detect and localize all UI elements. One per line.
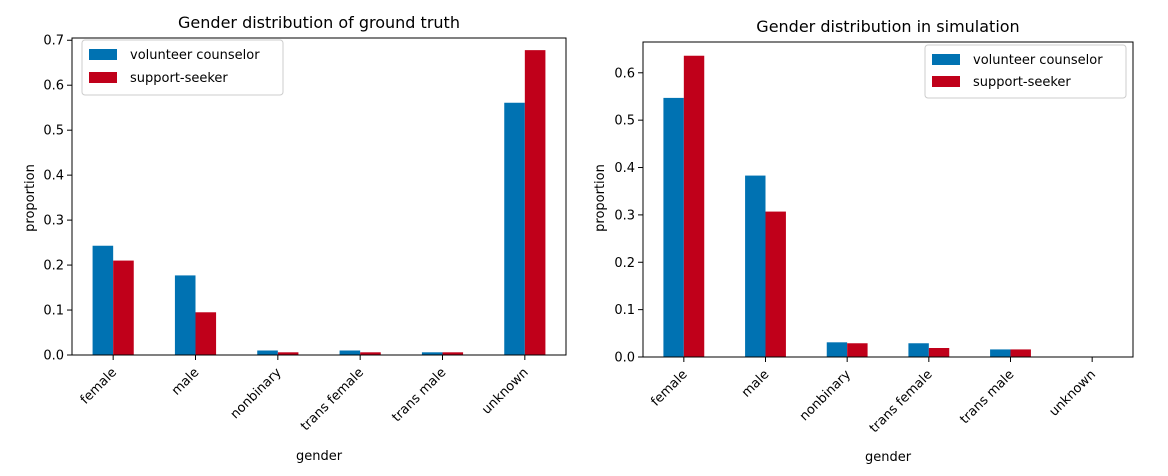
y-tick-label: 0.0 xyxy=(614,351,635,366)
x-ticks: female male nonbinary trans female trans mal… xyxy=(648,357,1099,436)
bars xyxy=(92,50,546,356)
y-tick-label: 0.5 xyxy=(614,114,635,129)
bar-seeker-unknown xyxy=(524,50,546,355)
legend-box xyxy=(81,39,284,96)
bar-seeker-female xyxy=(683,55,705,357)
y-ticks: 0.0 0.1 0.2 0.3 0.4 0.5 0.6 xyxy=(614,66,643,366)
legend-label-seeker: support-seeker xyxy=(973,75,1071,90)
bar-volunteer-unknown xyxy=(504,102,525,356)
legend-label-volunteer: volunteer counselor xyxy=(973,53,1103,68)
legend-swatch-volunteer xyxy=(932,54,960,65)
bar-volunteer-trans-male xyxy=(990,349,1011,357)
y-axis-label: proportion xyxy=(593,164,608,232)
legend-label-volunteer: volunteer counselor xyxy=(130,48,260,63)
bar-volunteer-nonbinary xyxy=(257,350,278,355)
x-tick-label: unknown xyxy=(1047,367,1099,419)
y-tick-label: 0.0 xyxy=(43,349,64,364)
y-tick-label: 0.3 xyxy=(43,214,64,229)
y-tick-label: 0.1 xyxy=(43,304,64,319)
legend-box xyxy=(924,44,1127,99)
y-tick-label: 0.2 xyxy=(614,256,635,271)
x-tick-label: trans female xyxy=(867,367,936,436)
x-tick-label: female xyxy=(648,367,690,409)
bar-volunteer-male xyxy=(745,175,766,357)
x-tick-label: trans female xyxy=(298,365,367,434)
bar-volunteer-trans-male xyxy=(421,352,443,355)
x-tick-label: male xyxy=(169,365,202,398)
chart-ground-truth: Gender distribution of ground truth 0.00… xyxy=(23,13,567,464)
bar-seeker-male xyxy=(195,312,217,355)
bar-seeker-nonbinary xyxy=(847,343,868,357)
y-tick-label: 0.3 xyxy=(614,208,635,223)
bar-seeker-trans-female xyxy=(360,352,381,355)
x-tick-label: unknown xyxy=(479,365,531,417)
bar-seeker-trans-male xyxy=(442,352,464,355)
legend: volunteer counselor support-seeker xyxy=(924,44,1127,99)
bar-volunteer-trans-female xyxy=(908,343,929,357)
bar-seeker-nonbinary xyxy=(277,352,299,355)
y-tick-label: 0.5 xyxy=(43,124,64,139)
bar-volunteer-trans-female xyxy=(339,350,361,355)
y-ticks: 0.0 0.1 0.2 0.3 0.4 0.5 0.6 0.7 xyxy=(43,34,72,364)
x-axis-label: gender xyxy=(296,449,343,464)
y-tick-label: 0.1 xyxy=(614,303,635,318)
x-tick-label: female xyxy=(78,365,120,407)
x-tick-label: nonbinary xyxy=(228,365,285,422)
y-tick-label: 0.2 xyxy=(43,259,64,274)
y-tick-label: 0.6 xyxy=(43,79,64,94)
legend-swatch-seeker xyxy=(932,76,960,87)
y-tick-label: 0.6 xyxy=(614,66,635,81)
legend-swatch-seeker xyxy=(89,72,117,83)
y-axis-label: proportion xyxy=(23,164,38,232)
chart-title: Gender distribution in simulation xyxy=(756,17,1019,36)
plot-frame xyxy=(71,37,567,356)
legend-swatch-volunteer xyxy=(89,49,117,60)
bar-volunteer-female xyxy=(663,97,684,357)
x-tick-label: male xyxy=(739,367,772,400)
bar-seeker-female xyxy=(113,260,134,355)
bars xyxy=(663,55,1031,357)
y-tick-label: 0.4 xyxy=(43,169,64,184)
x-tick-label: trans male xyxy=(389,365,449,425)
plot-frame xyxy=(642,41,1134,358)
legend: volunteer counselor support-seeker xyxy=(81,39,284,96)
x-ticks: female male nonbinary trans female trans mal… xyxy=(78,355,532,434)
bar-seeker-trans-male xyxy=(1010,349,1031,357)
chart-simulation: Gender distribution in simulation 0.0 0.1… xyxy=(593,17,1134,465)
x-axis-label: gender xyxy=(865,450,912,465)
chart-title: Gender distribution of ground truth xyxy=(178,13,460,32)
bar-volunteer-male xyxy=(174,275,196,355)
bar-seeker-trans-female xyxy=(928,348,950,357)
x-tick-label: trans male xyxy=(957,367,1017,427)
x-tick-label: nonbinary xyxy=(797,367,854,424)
y-tick-label: 0.4 xyxy=(614,161,635,176)
bar-volunteer-female xyxy=(92,245,114,355)
bar-seeker-male xyxy=(765,211,786,357)
legend-label-seeker: support-seeker xyxy=(130,71,228,86)
bar-volunteer-nonbinary xyxy=(826,342,848,357)
y-tick-label: 0.7 xyxy=(43,34,64,49)
